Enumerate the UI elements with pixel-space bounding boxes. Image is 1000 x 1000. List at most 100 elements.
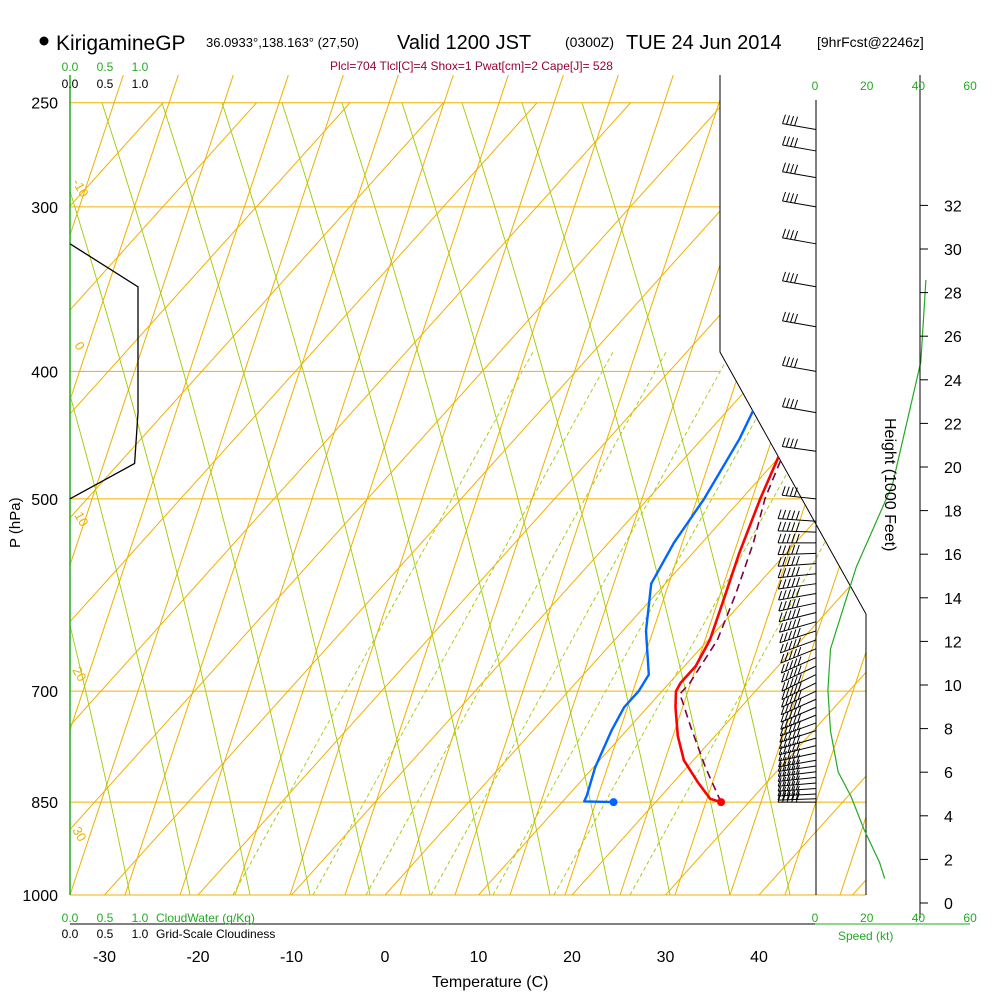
wind-barb-flag [796, 720, 801, 730]
wind-barb-flag [785, 486, 790, 496]
wind-barb-flag [793, 700, 798, 710]
wind-barb [778, 618, 817, 633]
wind-barb-flag [780, 705, 785, 715]
wind-barb-flag [789, 694, 794, 704]
wind-barb-flag [796, 608, 801, 618]
wind-barb [778, 587, 817, 601]
pressure-tick-label: 700 [31, 684, 58, 701]
dry-adiabat-line [70, 75, 316, 895]
wind-barb-flag [778, 751, 783, 762]
cloudiness-label: Grid-Scale Cloudiness [156, 927, 275, 941]
wind-barb-flag [797, 713, 802, 723]
wind-barb-flag [786, 771, 791, 781]
wind-barb-flag [791, 760, 796, 770]
height-tick-label: 10 [944, 678, 962, 695]
wind-barb-flag [791, 545, 796, 555]
wind-barb-flag [793, 707, 798, 717]
wind-barb-staff [778, 602, 817, 612]
wind-speed-profile [827, 279, 927, 879]
wind-barb-flag [782, 786, 787, 796]
cloudwater-label: CloudWater (g/Kg) [156, 911, 255, 925]
wind-barb-flag [790, 399, 795, 409]
parcel-profile-line [678, 216, 866, 803]
wind-barb-flag [787, 749, 792, 760]
wind-barb-flag [778, 623, 783, 633]
wind-barb-flag [797, 647, 802, 657]
wind-barb-flag [786, 136, 791, 146]
cloudwater-axis: 0.0 0.0 0.5 0.5 1.0 1.0 0.0 0.0 0.5 0.5 1.0 1.0 [62, 60, 149, 941]
wind-barb [778, 754, 817, 768]
wind-barb-flag [782, 162, 786, 172]
temperature-tick-label: 20 [563, 949, 581, 966]
wind-barb-staff [780, 648, 817, 664]
dry-adiabat-label: 10 [747, 362, 775, 390]
dry-adiabat-line [70, 75, 371, 895]
valid-utc: (0300Z) [565, 34, 614, 50]
wind-barb-flag [788, 709, 793, 719]
stability-indices: Plcl=704 Tlcl[C]=4 Shox=1 Pwat[cm]=2 Cap… [330, 59, 613, 73]
speed-bottom-tick: 60 [963, 911, 977, 925]
wind-barb-flag [786, 786, 791, 796]
wind-barb-staff [781, 690, 817, 708]
wind-barb-flag [791, 510, 796, 520]
moist-adiabat-line [70, 102, 191, 895]
wind-barb [778, 598, 817, 612]
wind-barb-flag [786, 272, 791, 282]
dry-adiabat-line [619, 75, 866, 895]
wind-barb [777, 792, 816, 803]
wind-barb-flag [795, 775, 800, 785]
moist-adiabat-line [401, 102, 611, 895]
dry-adiabat-line [234, 75, 536, 895]
wind-barb-flag [796, 618, 801, 628]
wind-barb-flag [786, 398, 791, 408]
wind-barb-flag [786, 776, 791, 786]
wind-barb-flag [791, 781, 796, 791]
wind-barb-flag [782, 579, 787, 589]
dry-adiabat-line [70, 75, 96, 895]
isotherm-label: 10 [71, 509, 91, 529]
wind-barb-flag [795, 780, 800, 791]
height-tick-label: 30 [944, 242, 962, 259]
wind-barbs [777, 114, 817, 803]
wind-barb-flag [791, 567, 796, 577]
cloudwater-bottom-tick: 0.0 [62, 911, 79, 925]
wind-barb-flag [792, 648, 797, 659]
wind-barb-flag [786, 192, 791, 202]
wind-barb-flag [787, 756, 792, 766]
wind-barb-flag [786, 792, 791, 803]
wind-barb-flag [789, 678, 794, 688]
wind-barb-flag [789, 660, 794, 670]
mixing-ratio-label: 2 [300, 902, 317, 916]
wind-barb-flag [778, 757, 783, 768]
wind-barb-flag [791, 522, 796, 532]
wind-barb [782, 397, 817, 414]
wind-barb-flag [795, 533, 800, 544]
valid-time: Valid 1200 JST [397, 32, 531, 54]
wind-barb-flag [791, 588, 796, 598]
wind-barb-staff [782, 364, 817, 372]
wind-barb-flag [782, 135, 786, 146]
wind-barb-staff [782, 171, 817, 179]
wind-barb [777, 780, 817, 792]
wind-barb-staff [780, 639, 817, 654]
wind-barb-staff [780, 706, 817, 723]
wind-barb-staff [781, 665, 817, 683]
wind-barb-flag [777, 521, 782, 531]
wind-barb-flag [794, 137, 799, 148]
wind-barb [781, 437, 817, 452]
wind-barb-flag [790, 115, 795, 126]
wind-barb-flag [782, 356, 786, 366]
wind-barb-flag [786, 578, 791, 588]
wind-barb [780, 705, 817, 723]
dry-adiabat-line [950, 0, 1000, 895]
wind-barb-flag [790, 357, 795, 368]
wind-barb-flag [777, 568, 782, 578]
wind-barb-staff [779, 621, 817, 633]
wind-barb-flag [795, 770, 800, 780]
wind-barb-flag [791, 755, 796, 765]
wind-barb-flag [791, 533, 796, 544]
wind-barb-flag [786, 533, 791, 544]
wind-barb-flag [782, 766, 787, 776]
x-axis-label: Temperature (C) [432, 974, 548, 991]
